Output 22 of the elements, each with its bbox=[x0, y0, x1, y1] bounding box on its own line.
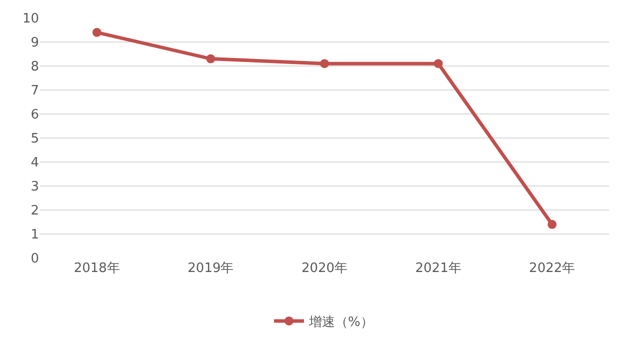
x-tick-label: 2022年 bbox=[529, 261, 576, 276]
x-tick-label: 2020年 bbox=[301, 261, 348, 276]
y-tick-label: 9 bbox=[30, 36, 39, 51]
legend-label: 增速（%） bbox=[308, 315, 374, 330]
point bbox=[320, 59, 329, 68]
y-tick-label: 10 bbox=[22, 12, 39, 27]
x-tick-label: 2021年 bbox=[415, 261, 462, 276]
y-tick-label: 1 bbox=[30, 228, 39, 243]
y-tick-label: 4 bbox=[30, 156, 39, 171]
point bbox=[548, 220, 557, 229]
x-tick-label: 2019年 bbox=[188, 261, 234, 276]
y-tick-label: 7 bbox=[30, 84, 39, 99]
y-tick-label: 6 bbox=[30, 108, 39, 123]
x-tick-label: 2018年 bbox=[74, 261, 120, 276]
point bbox=[434, 59, 443, 68]
y-tick-label: 2 bbox=[30, 204, 39, 219]
y-tick-label: 8 bbox=[30, 60, 39, 75]
point bbox=[92, 28, 102, 37]
y-tick-label: 5 bbox=[30, 132, 39, 147]
point bbox=[206, 54, 216, 64]
y-tick-label: 0 bbox=[30, 252, 39, 267]
y-tick-label: 3 bbox=[30, 180, 39, 195]
